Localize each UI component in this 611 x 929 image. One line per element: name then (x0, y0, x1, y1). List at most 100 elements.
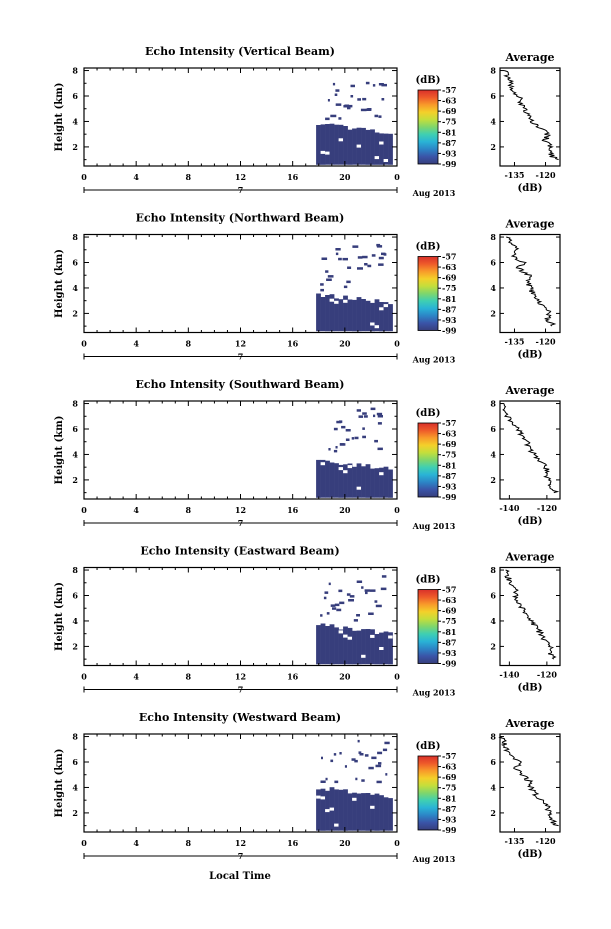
scatter-echo (328, 448, 331, 451)
colorbar-tick-label: -99 (442, 326, 457, 336)
colorbar-tick-label: -99 (442, 825, 457, 835)
scatter-echo (321, 257, 328, 260)
colorbar-unit: (dB) (416, 741, 441, 752)
average-y-tick-label: 6 (490, 757, 496, 767)
echo-gap (320, 796, 326, 800)
average-profile-line (506, 236, 557, 327)
echo-gap (379, 307, 384, 311)
echo-column (338, 124, 344, 165)
colorbar (417, 256, 439, 331)
echo-gap (347, 636, 353, 640)
echo-column (374, 299, 380, 332)
scatter-echo (326, 278, 332, 281)
y-axis-label: Height (km) (54, 416, 65, 485)
average-title: Average (504, 717, 554, 730)
scatter-echo (371, 756, 377, 760)
colorbar (417, 89, 439, 165)
month-label: Aug 2013 (412, 521, 456, 531)
scatter-echo (365, 591, 368, 595)
echo-column (316, 459, 321, 498)
x-tick-label: 0 (81, 339, 87, 349)
x-tick-label: 20 (339, 339, 351, 349)
echo-column (370, 629, 375, 665)
y-tick-label: 4 (72, 116, 78, 126)
scatter-echo (361, 779, 365, 782)
y-axis-label: Height (km) (54, 249, 65, 318)
panel-title: Echo Intensity (Northward Beam) (136, 212, 345, 225)
scatter-echo (330, 759, 334, 763)
average-y-tick-label: 6 (490, 91, 496, 101)
x-tick-label: 16 (287, 172, 299, 182)
x-tick-label: 20 (339, 172, 351, 182)
scatter-echo (347, 106, 351, 110)
scatter-echo (324, 591, 329, 594)
average-y-tick-label: 8 (490, 732, 496, 742)
echo-column (320, 788, 326, 831)
scatter-echo (364, 754, 369, 757)
average-title: Average (504, 384, 554, 397)
colorbar-unit: (dB) (416, 408, 441, 419)
echo-column (370, 302, 375, 332)
echo-column (316, 625, 321, 665)
colorbar-tick-label: -69 (442, 772, 457, 782)
average-xlabel: (dB) (518, 183, 543, 194)
scatter-echo (381, 252, 386, 256)
scatter-echo (376, 780, 382, 784)
average-y-tick-label: 8 (490, 399, 496, 409)
panel-title: Echo Intensity (Southward Beam) (136, 378, 345, 391)
echo-column (316, 125, 321, 165)
scatter-echo (374, 439, 378, 443)
colorbar-tick-label: -69 (442, 106, 457, 116)
scatter-echo (320, 283, 324, 286)
scatter-echo (356, 580, 363, 583)
scatter-echo (341, 425, 346, 429)
scatter-echo (326, 612, 330, 615)
echo-column (347, 463, 353, 498)
scatter-echo (364, 589, 370, 592)
average-x-tick-label: -120 (537, 503, 557, 513)
colorbar (417, 589, 439, 664)
average-profile-line (504, 569, 557, 660)
y-tick-label: 8 (72, 565, 78, 575)
scatter-echo (334, 603, 340, 607)
average-y-tick-label: 2 (490, 808, 496, 818)
scatter-echo (370, 407, 376, 411)
y-tick-label: 8 (72, 399, 78, 409)
echo-column (383, 631, 389, 665)
x-tick-label: 0 (394, 505, 400, 515)
echo-column (338, 464, 344, 498)
echo-column (379, 467, 384, 498)
panel-title: Echo Intensity (Westward Beam) (139, 711, 341, 724)
echo-column (383, 302, 389, 332)
x-tick-label: 20 (339, 505, 351, 515)
y-tick-label: 2 (72, 641, 78, 651)
colorbar-tick-label: -57 (442, 252, 456, 262)
scatter-echo (374, 114, 379, 118)
x-tick-label: 8 (186, 838, 192, 848)
colorbar-tick-label: -93 (442, 315, 457, 325)
echo-column (325, 626, 330, 665)
average-xlabel: (dB) (518, 849, 543, 860)
average-xlabel: (dB) (518, 516, 543, 527)
scatter-echo (367, 264, 372, 268)
y-tick-label: 6 (72, 258, 78, 268)
x-tick-label: 8 (186, 172, 192, 182)
echo-column (361, 466, 366, 498)
echo-column (347, 627, 353, 665)
scatter-echo (325, 270, 329, 273)
scatter-echo (334, 93, 338, 96)
echo-column (343, 126, 348, 165)
average-x-tick-label: -140 (499, 503, 519, 513)
scatter-echo (354, 436, 359, 440)
colorbar-tick-label: -75 (442, 616, 456, 626)
x-tick-label: 0 (394, 172, 400, 182)
average-x-tick-label: -120 (536, 337, 556, 347)
echo-column (343, 626, 348, 665)
y-axis-label: Height (km) (54, 582, 65, 651)
scatter-echo (377, 447, 383, 451)
echo-gap (370, 805, 375, 809)
colorbar-tick-label: -63 (442, 262, 457, 272)
scatter-echo (364, 263, 368, 266)
x-tick-label: 4 (133, 339, 139, 349)
colorbar-tick-label: -57 (442, 585, 456, 595)
